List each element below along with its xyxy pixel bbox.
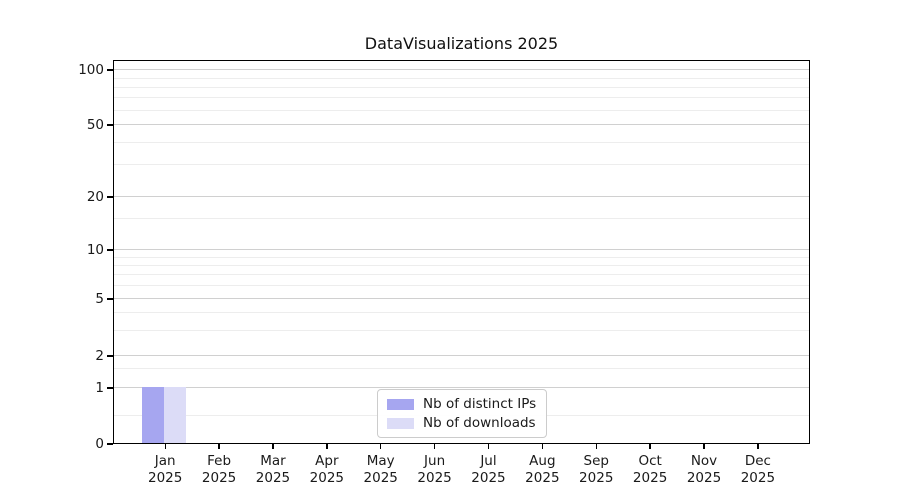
y-tick-label: 20 <box>86 189 104 206</box>
y-axis-tick <box>107 249 113 251</box>
y-tick-label: 10 <box>86 242 104 259</box>
x-tick-month: Oct <box>638 453 662 469</box>
gridline-minor <box>114 141 809 143</box>
x-tick-year: 2025 <box>309 470 344 486</box>
x-tick-year: 2025 <box>148 470 183 486</box>
x-axis-tick <box>326 444 328 449</box>
x-tick-label: Aug 2025 <box>510 453 574 487</box>
legend-entry: Nb of downloads <box>387 415 546 431</box>
x-tick-label: Dec 2025 <box>726 453 790 487</box>
x-tick-month: Aug <box>529 453 556 469</box>
x-tick-month: Sep <box>583 453 609 469</box>
x-tick-label: Feb 2025 <box>187 453 251 487</box>
gridline-major <box>114 196 809 198</box>
gridline-minor <box>114 264 809 266</box>
x-tick-month: Dec <box>744 453 771 469</box>
x-tick-month: Jan <box>154 453 176 469</box>
plot-area <box>113 60 810 444</box>
legend-entry: Nb of distinct IPs <box>387 396 546 412</box>
y-tick-label: 0 <box>95 436 104 452</box>
y-tick-label: 5 <box>95 290 104 307</box>
gridline-minor <box>114 97 809 99</box>
y-axis-tick <box>107 443 113 445</box>
y-axis-tick <box>107 298 113 300</box>
legend-swatch-downloads <box>387 417 414 429</box>
x-tick-month: Apr <box>315 453 339 469</box>
gridline-major <box>114 355 809 357</box>
gridline-major <box>114 298 809 300</box>
gridline-minor <box>114 109 809 111</box>
x-axis-tick <box>703 444 705 449</box>
x-tick-year: 2025 <box>255 470 291 486</box>
y-tick-label: 1 <box>95 379 104 396</box>
x-tick-label: Mar 2025 <box>241 453 305 487</box>
x-tick-year: 2025 <box>201 470 237 486</box>
gridline-major <box>114 249 809 251</box>
gridline-minor <box>114 86 809 88</box>
x-axis-tick <box>541 444 544 449</box>
x-tick-month: Jun <box>424 453 446 469</box>
gridline-major <box>114 124 809 126</box>
gridline-minor <box>114 311 809 313</box>
x-tick-label: Apr 2025 <box>295 453 359 487</box>
legend-swatch-distinct-ips <box>387 398 414 410</box>
bar-distinct-ips <box>142 387 165 444</box>
x-tick-label: Jul 2025 <box>456 453 520 487</box>
x-tick-year: 2025 <box>417 470 452 486</box>
legend-label: Nb of distinct IPs <box>423 396 537 412</box>
x-tick-year: 2025 <box>471 470 506 486</box>
x-axis-tick <box>757 444 759 449</box>
x-tick-year: 2025 <box>632 470 668 486</box>
y-axis-tick <box>107 69 113 71</box>
x-axis-tick <box>380 444 382 449</box>
gridline-minor <box>114 274 809 276</box>
x-tick-month: Feb <box>207 453 232 469</box>
legend-label: Nb of downloads <box>423 415 536 431</box>
gridline-minor <box>114 285 809 287</box>
x-axis-tick <box>218 444 220 449</box>
gridline-minor <box>114 164 809 166</box>
x-tick-year: 2025 <box>363 470 398 486</box>
x-tick-month: Jul <box>480 453 497 469</box>
x-axis-tick <box>164 444 166 449</box>
x-axis-tick <box>272 444 274 449</box>
y-tick-label: 100 <box>78 61 104 78</box>
x-axis-tick <box>595 444 597 449</box>
x-tick-month: May <box>366 453 395 469</box>
chart-title: DataVisualizations 2025 <box>364 34 559 53</box>
bar-downloads <box>164 387 187 444</box>
y-axis-tick <box>107 387 113 389</box>
x-axis-tick <box>487 444 490 449</box>
gridline-major <box>114 387 809 389</box>
gridline-minor <box>114 256 809 258</box>
y-axis-tick <box>107 196 113 198</box>
x-tick-year: 2025 <box>686 470 722 486</box>
gridline-minor <box>114 329 809 331</box>
gridline-minor <box>114 368 809 370</box>
gridline-major <box>114 69 809 71</box>
x-tick-month: Mar <box>260 453 286 469</box>
x-tick-label: May 2025 <box>349 453 413 487</box>
x-tick-month: Nov <box>690 453 718 469</box>
x-tick-label: Jan 2025 <box>133 453 197 487</box>
y-axis-tick <box>107 355 113 357</box>
x-tick-year: 2025 <box>740 470 776 486</box>
gridline-minor <box>114 218 809 220</box>
x-axis-tick <box>649 444 651 449</box>
y-axis-tick <box>107 124 113 126</box>
x-tick-year: 2025 <box>525 470 560 486</box>
x-tick-year: 2025 <box>579 470 614 486</box>
x-tick-label: Oct 2025 <box>618 453 682 487</box>
x-tick-label: Nov 2025 <box>672 453 736 487</box>
x-tick-label: Jun 2025 <box>403 453 467 487</box>
gridline-minor <box>114 77 809 79</box>
y-tick-label: 2 <box>95 348 104 365</box>
x-axis-tick <box>433 444 436 449</box>
y-tick-label: 50 <box>86 116 104 133</box>
legend: Nb of distinct IPs Nb of downloads <box>377 389 547 438</box>
x-tick-label: Sep 2025 <box>564 453 628 487</box>
